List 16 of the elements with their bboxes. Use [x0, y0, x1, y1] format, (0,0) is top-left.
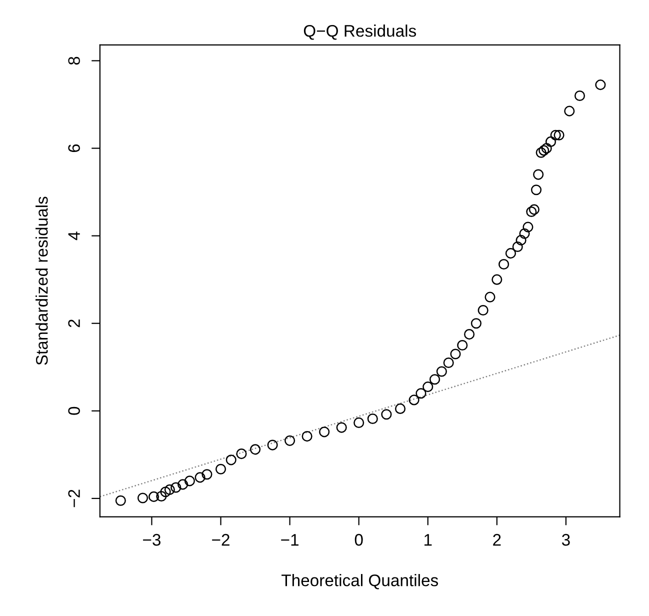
x-tick-label: 3 [562, 534, 570, 546]
x-tick-label: 2 [493, 534, 501, 546]
y-tick-label: 4 [68, 232, 80, 240]
x-tick-label: 0 [354, 534, 363, 546]
y-axis-title: Standardized residuals [36, 196, 48, 365]
y-tick-label: −2 [68, 490, 80, 508]
chart-title: Q−Q Residuals [304, 24, 416, 40]
x-tick-label: −3 [143, 534, 160, 546]
x-tick-label: −1 [281, 534, 298, 546]
x-tick-label: −2 [212, 534, 230, 546]
y-tick-label: 2 [68, 320, 80, 328]
y-tick-label: 6 [68, 144, 80, 152]
x-tick-label: 1 [424, 534, 432, 546]
y-tick-label: 0 [68, 406, 80, 415]
x-axis-title: Theoretical Quantiles [282, 574, 438, 590]
y-tick-label: 8 [68, 56, 80, 65]
